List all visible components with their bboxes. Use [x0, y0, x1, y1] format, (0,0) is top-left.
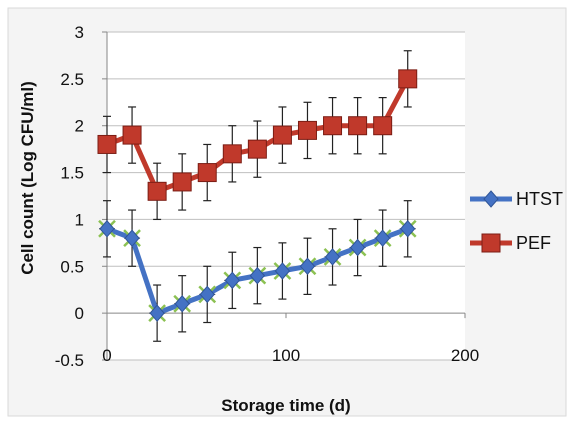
- legend: HTST PEF: [470, 189, 563, 253]
- series-markers: [97, 69, 418, 323]
- legend-marker-pef: [481, 233, 501, 253]
- legend-label-pef: PEF: [516, 233, 551, 253]
- x-tick-label: 200: [451, 346, 479, 365]
- pef-point: [247, 139, 267, 159]
- pef-point: [222, 144, 242, 164]
- legend-item-htst: HTST: [470, 189, 563, 209]
- htst-point: [98, 219, 116, 238]
- htst-point: [173, 294, 192, 313]
- x-tick-labels: 0 100 200: [102, 346, 479, 365]
- axes: [102, 31, 466, 361]
- pef-point: [97, 134, 117, 154]
- htst-point: [323, 248, 342, 266]
- y-tick-label: -0.5: [55, 351, 84, 370]
- pef-point: [172, 172, 192, 192]
- htst-point: [373, 229, 392, 248]
- y-tick-label: 1: [75, 210, 84, 229]
- pef-point: [197, 163, 217, 183]
- htst-point: [348, 238, 367, 257]
- x-tick-label: 100: [272, 346, 300, 365]
- y-tick-label: 3: [75, 23, 84, 42]
- legend-marker-htst: [483, 190, 499, 208]
- y-tick-label: 2.5: [60, 70, 84, 89]
- x-axis-title: Storage time (d): [221, 396, 350, 415]
- pef-point: [272, 125, 292, 145]
- pef-point: [297, 120, 317, 140]
- y-axis-title: Cell count (Log CFU/ml): [18, 81, 37, 275]
- legend-item-pef: PEF: [470, 233, 551, 253]
- y-tick-label: 1.5: [60, 164, 84, 183]
- htst-point: [148, 304, 167, 323]
- htst-point: [273, 262, 292, 280]
- htst-point: [198, 285, 217, 304]
- x-tick-label: 0: [102, 346, 111, 365]
- legend-label-htst: HTST: [516, 189, 563, 209]
- pef-point: [348, 116, 368, 136]
- pef-point: [373, 116, 393, 136]
- htst-point: [223, 271, 242, 290]
- pef-point: [147, 181, 167, 201]
- y-tick-label: 2: [75, 117, 84, 136]
- htst-point: [248, 266, 267, 285]
- htst-point: [123, 229, 141, 248]
- y-tick-labels: -0.5 0 0.5 1 1.5 2 2.5 3: [55, 23, 84, 370]
- htst-point: [298, 257, 317, 276]
- y-tick-label: 0.5: [60, 257, 84, 276]
- y-tick-label: 0: [75, 304, 84, 323]
- pef-point: [398, 69, 418, 89]
- htst-point: [398, 219, 417, 238]
- pef-point: [323, 116, 343, 136]
- pef-point: [122, 125, 142, 145]
